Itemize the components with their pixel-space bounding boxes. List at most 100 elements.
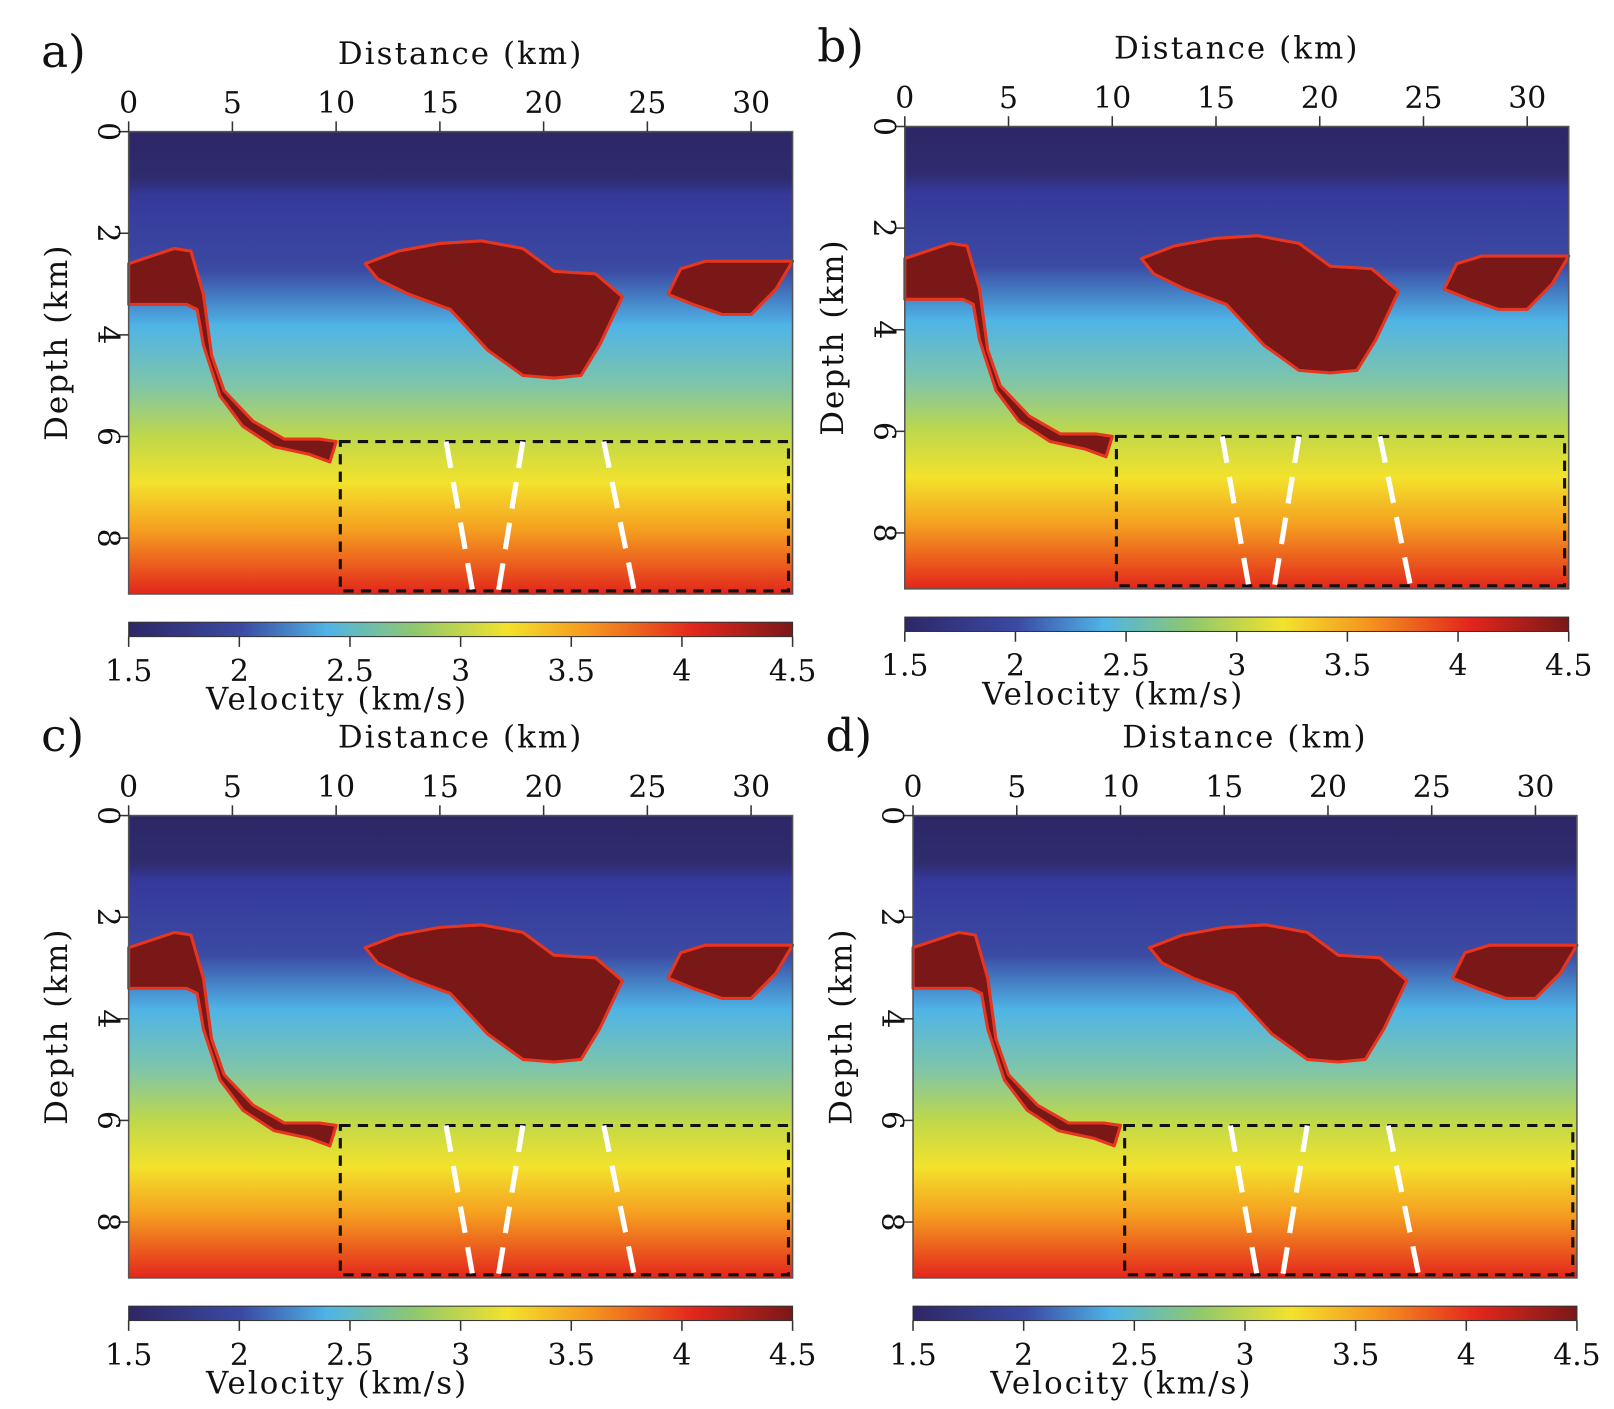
x-tick-label: 10 [1093,81,1131,116]
x-tick-label: 20 [1309,770,1347,805]
salt-body [363,239,624,380]
panel-label: a) [41,25,86,78]
colorbar [904,616,1570,632]
colorbar-title: Velocity (km/s) [989,1366,1252,1402]
x-tick-label: 10 [317,770,355,805]
colorbar-tick-label: 2 [1014,1338,1033,1373]
colorbar-tick-label: 4 [1449,649,1468,684]
colorbar-title: Velocity (km/s) [981,677,1244,713]
y-tick-label: 8 [90,529,125,548]
y-tick-label: 2 [90,224,125,243]
plot-frame [904,125,1570,590]
velocity-model: 0 5 10 15 20 25 30 0 2 4 6 8 Depth (km) 1.5 2 2.5 3 3.5 4 4… [39,770,816,1401]
x-tick-label: 10 [317,86,355,121]
x-axis-title: Distance (km) [1122,720,1367,756]
x-tick-label: 30 [1508,81,1546,116]
velocity-background [128,131,793,594]
colorbar-tick-label: 3 [451,1338,470,1373]
x-tick-label: 20 [525,770,563,805]
y-tick-label: 6 [866,422,901,441]
colorbar-tick-label: 4.5 [1545,649,1592,684]
colorbar-tick-label: 2.5 [1102,649,1149,684]
x-tick-label: 20 [1301,81,1339,116]
fault-line [1219,435,1252,590]
y-tick-label: 6 [90,427,125,446]
x-tick-label: 15 [1205,770,1243,805]
x-tick-label: 25 [1404,81,1442,116]
colorbar [912,1305,1578,1322]
salt-body [911,930,1123,1148]
highlight-box [338,440,791,593]
colorbar-tick-label: 4 [672,1338,691,1373]
colorbar-tick-label: 2.5 [326,654,373,689]
y-tick-label: 0 [90,122,125,141]
colorbar-tick-label: 3.5 [548,654,595,689]
salt-body [1148,923,1409,1064]
x-tick-label: 30 [732,86,770,121]
colorbar-tick-label: 3 [1235,1338,1254,1373]
panel-label: c) [41,709,84,762]
salt-body [1139,234,1401,375]
velocity-background [904,126,1569,589]
salt-body [127,930,338,1148]
velocity-background [128,815,793,1278]
x-tick-label: 0 [904,770,923,805]
x-tick-label: 15 [1197,81,1235,116]
y-tick-label: 8 [874,1213,909,1232]
x-tick-label: 15 [421,770,459,805]
colorbar-tick-label: 2 [1006,649,1025,684]
panel-b: b) Distance (km) 0 5 10 15 20 25 30 0 2 4 6 8 Depth (k… [815,20,1592,713]
salt-body [903,241,1114,459]
colorbar-tick-label: 4.5 [1553,1338,1600,1373]
x-tick-label: 0 [119,770,138,805]
salt-body [666,943,795,1000]
velocity-model: 0 5 10 15 20 25 30 0 2 4 6 8 Depth (km) 1.5 2 2.5 3 3.5 4 4… [823,770,1600,1401]
panel-a: a) Distance (km) 0 5 10 15 20 25 30 0 2 4 6 8 Depth (k… [39,25,816,718]
colorbar [128,621,794,638]
y-tick-label: 2 [874,908,909,927]
salt-body [1442,254,1571,311]
fault-line [601,1124,638,1279]
fault-line [495,441,526,595]
x-tick-label: 5 [1007,770,1026,805]
colorbar-tick-label: 4 [672,654,691,689]
x-tick-label: 30 [732,770,770,805]
y-tick-label: 4 [866,320,901,339]
colorbar-tick-label: 4 [1457,1338,1476,1373]
x-tick-label: 5 [999,81,1018,116]
fault-line [1271,436,1302,590]
colorbar-title: Velocity (km/s) [205,682,468,718]
x-tick-label: 5 [223,770,242,805]
y-tick-label: 4 [874,1009,909,1028]
plot-frame [912,814,1578,1279]
colorbar-title: Velocity (km/s) [205,1366,468,1402]
colorbar-tick-label: 2 [230,654,249,689]
y-tick-label: 2 [90,908,125,927]
x-axis-title: Distance (km) [338,36,583,72]
colorbar-tick-label: 2.5 [1111,1338,1158,1373]
highlight-box [338,1123,791,1277]
panel-label: b) [817,20,864,73]
y-tick-label: 4 [90,325,125,344]
colorbar-tick-label: 1.5 [105,654,152,689]
colorbar-tick-label: 2 [230,1338,249,1373]
y-tick-label: 0 [866,117,901,136]
velocity-model: 0 5 10 15 20 25 30 0 2 4 6 8 Depth (km) 1.5 2 2.5 3 3.5 4 4… [815,81,1592,712]
velocity-model: 0 5 10 15 20 25 30 0 2 4 6 8 Depth (km) 1.5 2 2.5 3 3.5 4 4… [39,86,816,717]
colorbar-tick-label: 3.5 [1324,649,1371,684]
y-axis-title: Depth (km) [39,927,75,1124]
fault-line [1227,1125,1260,1279]
x-axis-title: Distance (km) [1114,31,1359,67]
fault-line [495,1125,526,1279]
x-axis-title: Distance (km) [338,720,583,756]
y-axis-title: Depth (km) [823,927,859,1124]
y-tick-label: 8 [866,523,901,542]
fault-line [1279,1125,1310,1279]
plot-frame [127,814,794,1279]
y-tick-label: 8 [90,1213,125,1232]
y-tick-label: 0 [874,806,909,825]
y-tick-label: 0 [90,806,125,825]
panel-d: d) Distance (km) 0 5 10 15 20 25 30 0 2 4 6 8 Depth (k… [823,709,1600,1402]
salt-body [1450,943,1579,1000]
